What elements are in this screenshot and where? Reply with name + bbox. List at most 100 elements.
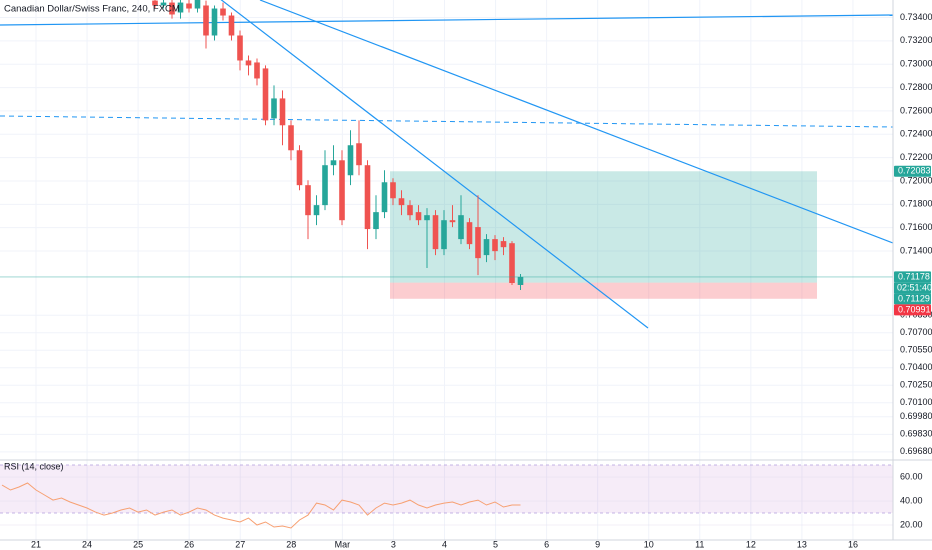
candle-body (194, 0, 201, 9)
candle-body (424, 215, 430, 221)
x-tick-label: 24 (82, 539, 92, 549)
price-badge (894, 293, 931, 305)
y-tick-label: 0.71600 (900, 222, 932, 232)
y-tick-label: 0.69830 (900, 429, 932, 439)
candle-body (245, 60, 252, 66)
candle-body (364, 165, 371, 230)
y-tick-label: 0.69980 (900, 411, 932, 421)
candle-body (517, 276, 524, 285)
candle-body (466, 222, 473, 245)
trend-line (220, 0, 649, 329)
candle-body (492, 239, 498, 252)
candle-body (449, 220, 456, 223)
x-tick-label: 5 (493, 539, 498, 549)
candle-body (339, 160, 345, 221)
x-tick-label: 10 (644, 539, 654, 549)
x-tick-label: 25 (133, 539, 143, 549)
trend-line (0, 14, 894, 26)
x-tick-label: 9 (595, 539, 600, 549)
candle-body (177, 2, 184, 13)
countdown: 02:51:40 (897, 282, 932, 292)
candle-body (458, 215, 464, 240)
candle-body (288, 125, 294, 151)
x-tick-label: 13 (797, 539, 807, 549)
price-badge-label: 0.71178 (898, 271, 930, 281)
price-badge-label: 0.70991 (898, 304, 931, 314)
y-tick-label: 0.71400 (900, 245, 932, 255)
candle-body (330, 160, 337, 166)
candle-body (322, 165, 328, 206)
trend-line (259, 0, 894, 244)
candle-body (169, 2, 175, 15)
y-tick-label: 0.71800 (900, 199, 932, 209)
rsi-label: RSI (14, close) (4, 461, 64, 471)
x-tick-label: 21 (31, 539, 41, 549)
candle-body (475, 227, 481, 259)
y-tick-label: 0.70700 (900, 327, 932, 337)
candle-body (186, 3, 192, 9)
candle-body (211, 8, 218, 36)
y-tick-label: 0.72800 (900, 82, 932, 92)
price-badge-label: 0.72083 (898, 166, 931, 176)
candle-body (432, 215, 439, 250)
countdown-badge (894, 282, 931, 294)
loss-zone (390, 282, 817, 299)
candle-body (203, 5, 209, 36)
y-tick-label: 0.72600 (900, 105, 932, 115)
profit-zone (390, 171, 817, 283)
candle-body (415, 212, 422, 221)
candle-body (500, 241, 507, 248)
candle-body (398, 198, 405, 206)
candle-body (279, 98, 286, 126)
rsi-band (0, 465, 893, 514)
candle-body (152, 0, 158, 6)
candles (0, 0, 893, 529)
rsi-line (1, 482, 521, 529)
x-tick-label: 26 (184, 539, 194, 549)
price-badge (894, 304, 931, 316)
price-badge (894, 165, 931, 177)
candle-body (373, 212, 379, 230)
candle-body (220, 8, 226, 16)
price-badge (894, 271, 931, 283)
candle-body (483, 239, 490, 256)
y-tick-label: 0.72200 (900, 152, 932, 162)
y-tick-label: 0.70100 (900, 397, 932, 407)
y-tick-label: 0.73200 (900, 35, 932, 45)
candle-body (313, 205, 320, 216)
x-tick-label: 6 (544, 539, 549, 549)
rsi-tick-label: 40.00 (900, 495, 923, 505)
candle-body (407, 205, 413, 216)
candle-body (262, 68, 269, 121)
rsi-tick-label: 60.00 (900, 471, 923, 481)
candle-body (381, 182, 388, 213)
candle-body (305, 185, 311, 216)
x-tick-label: 12 (746, 539, 756, 549)
rsi-tick-label: 20.00 (900, 519, 923, 529)
y-tick-label: 0.70400 (900, 362, 932, 372)
y-tick-label: 0.72000 (900, 175, 932, 185)
x-tick-label: 11 (695, 539, 704, 549)
price-badge-label: 0.71129 (898, 293, 930, 303)
dashed-line (0, 115, 894, 128)
candle-body (237, 35, 243, 61)
candle-body (390, 182, 396, 199)
y-tick-label: 0.70250 (900, 380, 932, 390)
chart-title: Canadian Dollar/Swiss Franc, 240, FXCM (4, 4, 180, 15)
x-tick-label: 16 (848, 539, 858, 549)
candle-body (509, 243, 515, 284)
candle-body (228, 15, 235, 36)
x-tick-label: 4 (442, 539, 447, 549)
candle-body (441, 220, 447, 250)
x-tick-label: Mar (335, 539, 351, 549)
x-tick-label: 28 (286, 539, 296, 549)
candle-body (271, 98, 277, 119)
candle-body (347, 145, 354, 176)
y-tick-label: 0.70550 (900, 345, 932, 355)
candle-body (160, 2, 167, 6)
x-tick-label: 27 (235, 539, 245, 549)
candle-body (296, 150, 303, 186)
y-tick-label: 0.73000 (900, 59, 932, 69)
